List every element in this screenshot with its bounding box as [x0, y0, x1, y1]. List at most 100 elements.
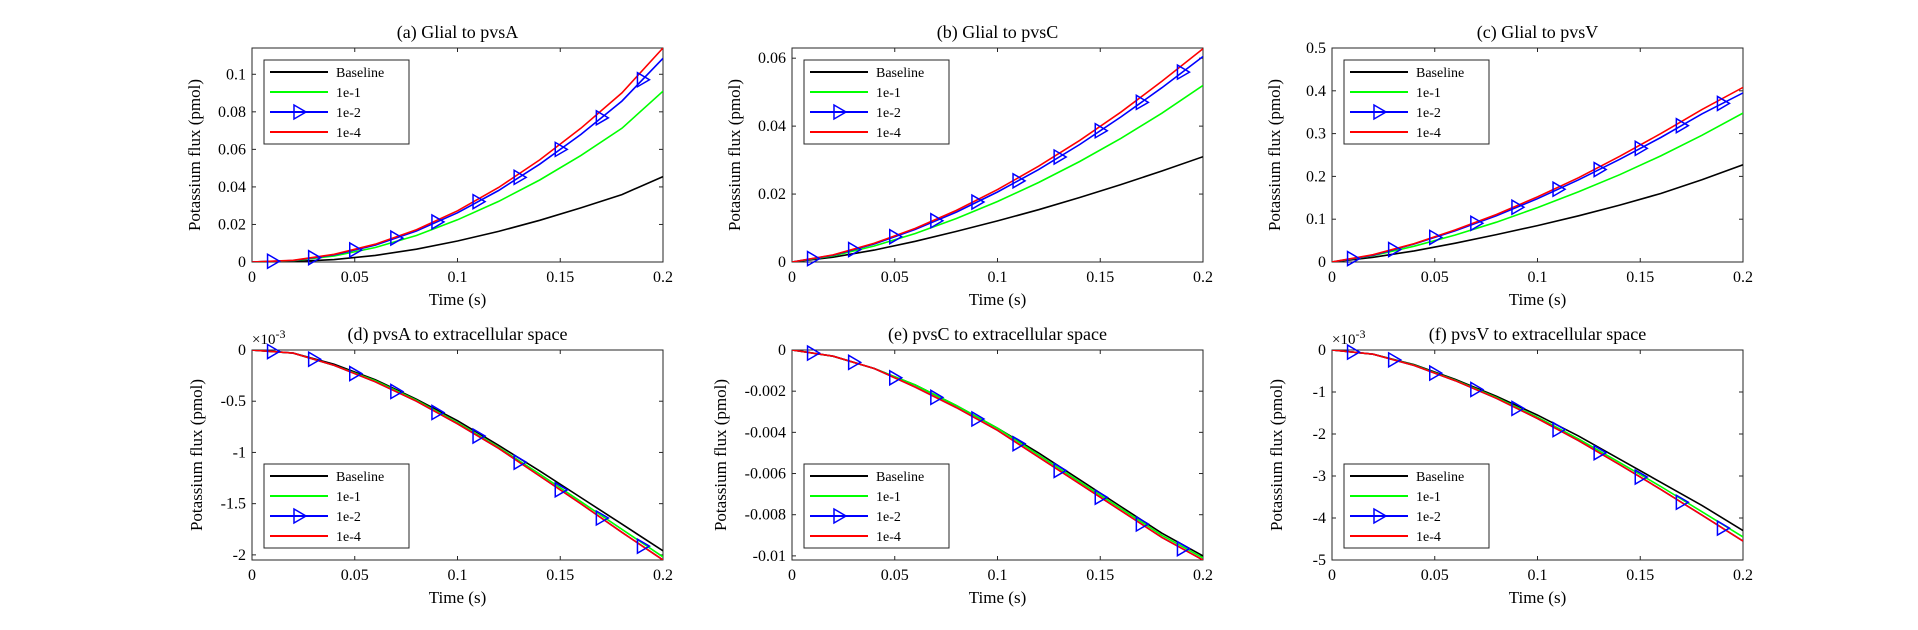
x-tick-label: 0: [1328, 269, 1336, 286]
subplot-title: (e) pvsC to extracellular space: [888, 324, 1107, 345]
y-tick-label: -0.002: [745, 383, 786, 400]
x-axis-label: Time (s): [969, 588, 1026, 607]
legend-label: 1e-1: [336, 490, 361, 505]
legend-marker: [293, 103, 308, 121]
legend-label: 1e-2: [336, 106, 361, 121]
y-tick-label: -0.008: [745, 507, 786, 524]
series-marker: [1094, 122, 1109, 140]
y-tick-label: 0.02: [758, 186, 786, 203]
legend: Baseline 1e-1 1e-2 1e-4: [1343, 463, 1490, 549]
x-tick-label: 0.1: [1528, 567, 1548, 584]
y-tick-label: -1: [233, 444, 246, 461]
y-exponent-label: ×10-3: [1332, 327, 1365, 348]
x-tick-label: 0.1: [1528, 269, 1548, 286]
legend-label: Baseline: [876, 66, 924, 81]
series-marker: [513, 169, 528, 186]
legend: Baseline 1e-1 1e-2 1e-4: [263, 59, 410, 145]
legend-box: [263, 59, 410, 145]
y-exponent-power: -3: [275, 327, 285, 341]
y-tick-label: -4: [1313, 510, 1326, 527]
series-marker: [1012, 435, 1027, 452]
y-tick-label: 0.5: [1306, 40, 1326, 57]
series-marker: [349, 365, 364, 382]
y-tick-label: 0.3: [1306, 126, 1326, 143]
series-group: [252, 350, 663, 560]
x-tick-label: 0.05: [341, 269, 369, 286]
x-axis-label: Time (s): [1509, 588, 1566, 607]
legend-label: 1e-4: [1416, 126, 1441, 141]
series-line-baseline: [792, 155, 1203, 262]
y-tick-label: -0.006: [745, 466, 786, 483]
legend: Baseline 1e-1 1e-2 1e-4: [1343, 59, 1490, 145]
series-marker: [1387, 351, 1403, 369]
x-tick-label: 0.15: [1626, 567, 1654, 584]
series-marker: [1634, 468, 1649, 486]
y-tick-label: 0.1: [1306, 211, 1326, 228]
y-tick-label: 0.06: [218, 141, 246, 158]
series-marker: [1346, 343, 1362, 361]
y-axis-label: Potassium flux (pmol): [185, 79, 204, 231]
x-axis-label: Time (s): [429, 588, 486, 607]
series-marker: [349, 241, 364, 259]
x-tick-label: 0: [248, 567, 256, 584]
series-marker: [971, 193, 986, 211]
x-tick-label: 0.05: [341, 567, 369, 584]
x-axis-label: Time (s): [969, 290, 1026, 309]
series-marker: [431, 213, 446, 231]
series-marker: [930, 212, 945, 230]
legend-marker: [1373, 103, 1388, 121]
y-tick-label: 0.06: [758, 50, 786, 67]
y-tick-label: 0: [238, 342, 246, 359]
legend-label: Baseline: [336, 66, 384, 81]
y-tick-label: -0.004: [745, 424, 786, 441]
series-marker: [1176, 540, 1191, 557]
series-marker: [1593, 444, 1608, 461]
y-tick-label: -0.01: [753, 548, 786, 565]
series-group: [1332, 350, 1743, 542]
series-line-1e4: [252, 48, 663, 262]
series-marker: [266, 252, 282, 270]
x-tick-label: 0.05: [881, 567, 909, 584]
series-marker: [595, 509, 610, 527]
series-marker: [472, 427, 487, 445]
subplot-title: (a) Glial to pvsA: [397, 22, 518, 43]
y-tick-label: -1.5: [221, 496, 246, 513]
y-exponent-base: ×10: [252, 332, 275, 348]
series-marker: [889, 369, 904, 387]
series-marker: [1552, 421, 1567, 438]
series-marker: [889, 228, 904, 245]
x-tick-label: 0.15: [1086, 567, 1114, 584]
y-tick-label: -3: [1313, 468, 1326, 485]
series-marker: [1511, 198, 1526, 216]
x-tick-label: 0.1: [448, 567, 468, 584]
series-marker: [1675, 117, 1690, 134]
x-tick-label: 0: [788, 567, 796, 584]
series-marker: [1387, 241, 1403, 258]
legend-label: 1e-2: [1416, 510, 1441, 525]
series-line-1e4: [792, 350, 1203, 560]
legend-label: Baseline: [1416, 470, 1464, 485]
series-marker: [1716, 519, 1731, 537]
y-tick-label: 0.1: [226, 66, 246, 83]
y-axis-label: Potassium flux (pmol): [187, 379, 206, 531]
y-tick-label: 0: [238, 254, 246, 271]
series-marker: [1053, 462, 1068, 479]
y-tick-label: -5: [1313, 552, 1326, 569]
series-marker: [472, 193, 487, 210]
legend-label: 1e-2: [1416, 106, 1441, 121]
legend-label: 1e-4: [1416, 530, 1441, 545]
legend-box: [803, 59, 950, 145]
subplot-title: (f) pvsV to extracellular space: [1429, 324, 1647, 345]
legend-marker: [1373, 507, 1388, 525]
series-marker: [1716, 95, 1731, 112]
legend-label: 1e-4: [336, 530, 361, 545]
subplot-1: 0 0.05 0.1 0.15 0.2 0 0.02 0.04 0.06 0.08 0.1 (a) G…: [185, 22, 673, 309]
legend-label: Baseline: [1416, 66, 1464, 81]
x-tick-label: 0.05: [1421, 567, 1449, 584]
legend-marker: [833, 507, 848, 525]
legend-label: 1e-2: [336, 510, 361, 525]
x-tick-label: 0.2: [1733, 269, 1753, 286]
legend-label: 1e-1: [1416, 86, 1441, 101]
legend: Baseline 1e-1 1e-2 1e-4: [803, 463, 950, 549]
